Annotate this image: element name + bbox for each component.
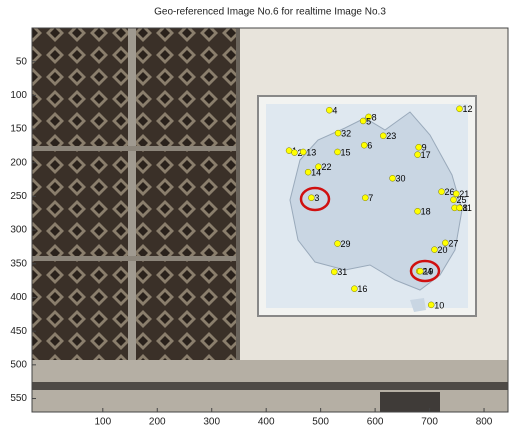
x-tick-label: 700 [421,417,438,428]
chart-title: Geo-referenced Image No.6 for realtime I… [154,7,386,18]
point-label: 13 [306,147,316,157]
point-label: 19 [423,267,433,277]
point-label: 7 [368,193,373,203]
point-label: 4 [332,106,337,116]
point-label: 32 [341,128,351,138]
point-label: 12 [463,104,473,114]
point-label: 22 [321,162,331,172]
point-label: 31 [337,267,347,277]
point-label: 14 [311,168,321,178]
y-tick-label: 300 [10,225,27,236]
y-tick-label: 450 [10,326,27,337]
point-label: 8 [372,112,377,122]
point-label: 10 [434,300,444,310]
x-tick-label: 500 [312,417,329,428]
point-label: 29 [341,239,351,249]
point-label: 5 [366,116,371,126]
figure: Geo-referenced Image No.6 for realtime I… [0,0,514,428]
y-tick-label: 500 [10,359,27,370]
x-tick-label: 300 [203,417,220,428]
y-tick-label: 350 [10,258,27,269]
point-label: 16 [357,284,367,294]
photo [32,28,508,412]
x-tick-label: 800 [476,417,493,428]
point-label: 27 [448,238,458,248]
point-label: 15 [341,147,351,157]
y-tick-label: 250 [10,191,27,202]
point-label: 26 [445,187,455,197]
y-tick-label: 150 [10,124,27,135]
y-tick-label: 200 [10,157,27,168]
x-tick-label: 600 [367,417,384,428]
point-label: 18 [421,207,431,217]
y-tick-label: 550 [10,393,27,404]
y-tick-label: 100 [10,90,27,101]
x-tick-label: 100 [94,417,111,428]
y-tick-label: 50 [16,56,28,67]
point-label: 11 [463,203,472,213]
x-tick-label: 200 [149,417,166,428]
point-label: 17 [421,150,431,160]
x-tick-label: 400 [258,417,275,428]
point-label: 30 [396,174,406,184]
point-label: 20 [437,245,447,255]
y-tick-label: 400 [10,292,27,303]
point-label: 6 [367,141,372,151]
point-label: 3 [314,193,319,203]
point-label: 23 [386,131,396,141]
